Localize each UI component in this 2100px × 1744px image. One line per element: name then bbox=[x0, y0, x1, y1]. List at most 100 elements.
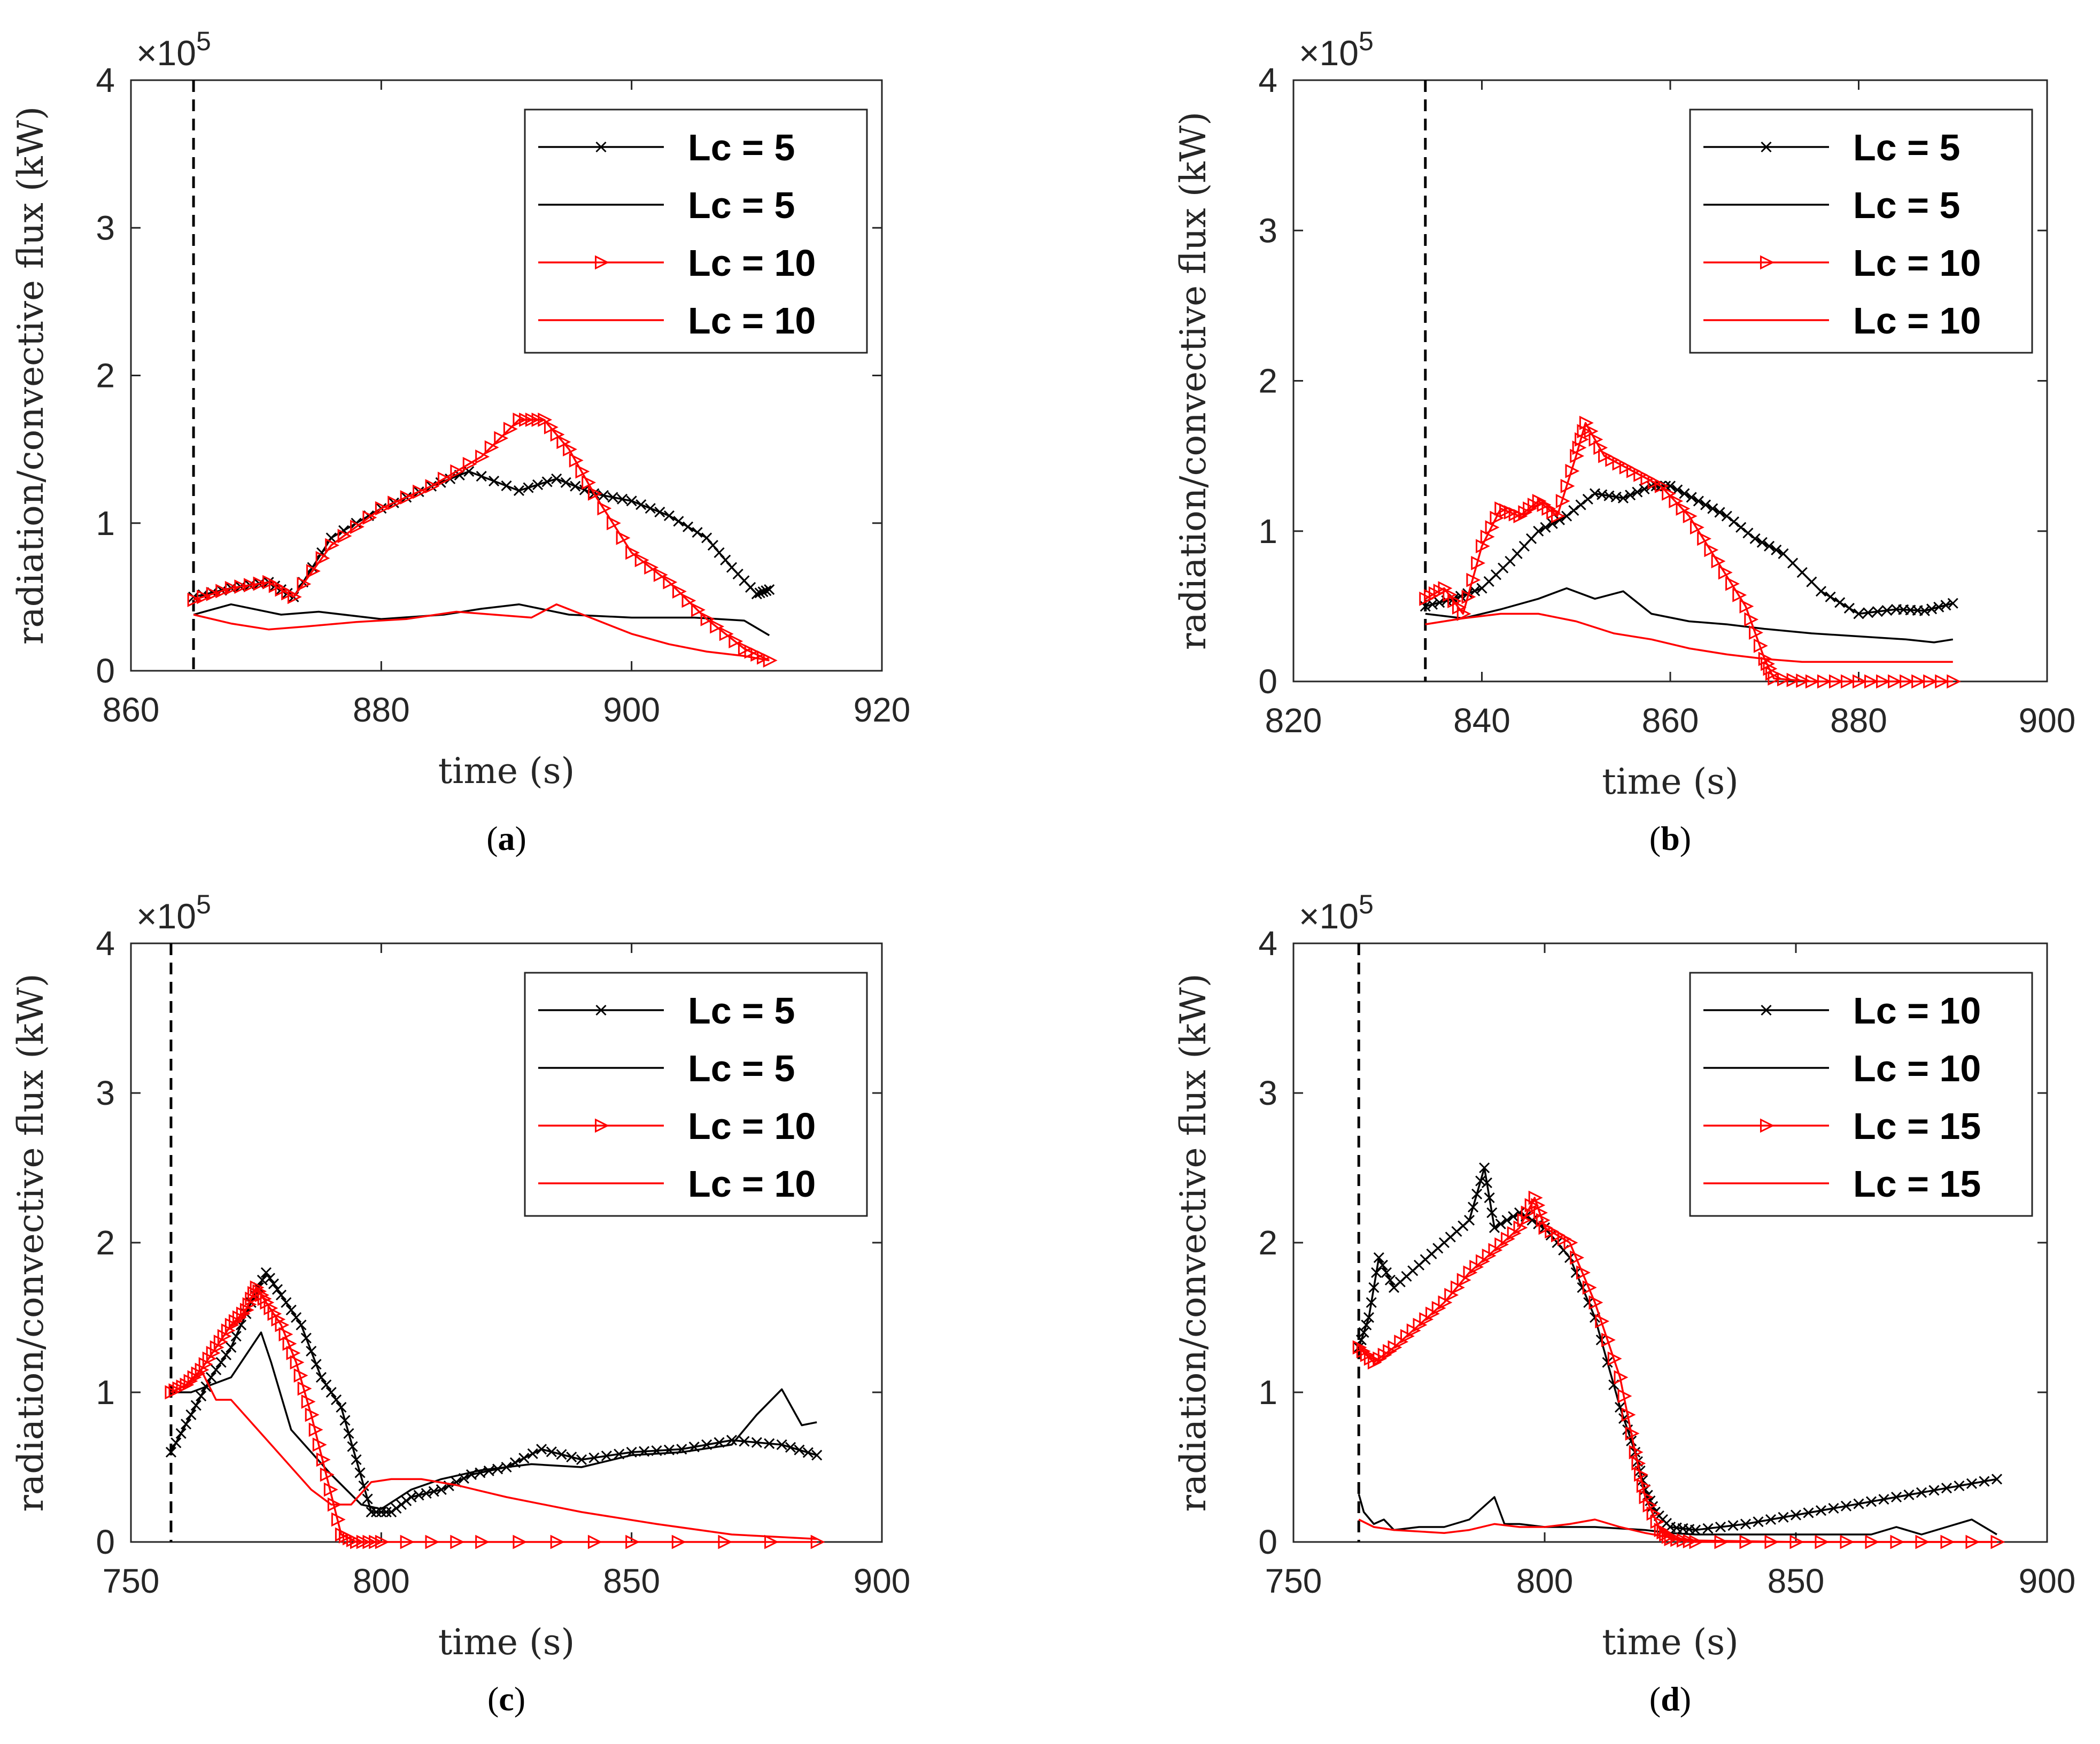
series-line-1 bbox=[193, 603, 770, 637]
y-tick-label: 3 bbox=[96, 1074, 115, 1112]
triangle-marker bbox=[719, 626, 734, 641]
triangle-marker bbox=[1367, 1355, 1382, 1370]
x-marker bbox=[1577, 1282, 1588, 1293]
x-marker bbox=[501, 480, 512, 492]
x-marker bbox=[272, 1284, 283, 1295]
chart-panel-b: 820 840 860 880 900 0 1 2 3 4 ×105 time (s) radiatio… bbox=[1173, 26, 2075, 857]
x-marker bbox=[1561, 510, 1572, 522]
x-marker bbox=[1815, 1505, 1827, 1516]
triangle-marker bbox=[1490, 510, 1505, 525]
x-marker bbox=[1728, 516, 1740, 528]
triangle-marker bbox=[1633, 467, 1648, 482]
triangle-marker bbox=[1595, 1314, 1610, 1329]
legend-label-2: Lc = 10 bbox=[1853, 242, 1981, 284]
x-marker bbox=[1940, 600, 1951, 611]
x-marker bbox=[636, 499, 647, 510]
x-marker bbox=[527, 1448, 538, 1459]
triangle-marker bbox=[484, 440, 499, 455]
x-marker bbox=[1763, 540, 1775, 552]
x-marker bbox=[268, 1278, 280, 1290]
x-marker bbox=[230, 1330, 242, 1342]
x-marker bbox=[1434, 597, 1445, 608]
triangle-marker bbox=[308, 1422, 323, 1437]
triangle-marker bbox=[1605, 452, 1620, 467]
triangle-marker bbox=[1373, 1351, 1388, 1366]
x-tick-label: 860 bbox=[1642, 701, 1699, 740]
x-marker bbox=[645, 503, 656, 514]
triangle-marker bbox=[1617, 1389, 1632, 1404]
x-marker bbox=[598, 490, 609, 501]
legend-box bbox=[1689, 972, 2033, 1217]
x-marker bbox=[1881, 605, 1893, 616]
triangle-marker bbox=[1923, 674, 1938, 689]
triangle-marker bbox=[1711, 554, 1726, 569]
x-marker bbox=[1583, 1297, 1594, 1308]
x-marker bbox=[1484, 1192, 1495, 1204]
chart-panel-d: 750 800 850 900 0 1 2 3 4 ×105 time (s) radiation/c… bbox=[1173, 889, 2075, 1718]
triangle-marker bbox=[1471, 556, 1486, 570]
triangle-marker bbox=[1577, 424, 1592, 439]
y-axis-label: radiation/convective flux (kW) bbox=[1173, 112, 1214, 650]
legend-label-2: Lc = 15 bbox=[1853, 1105, 1981, 1147]
triangle-marker bbox=[306, 564, 321, 578]
legend: Lc = 5 Lc = 5 Lc = 10 Lc = 10 bbox=[1689, 108, 2033, 354]
x-marker bbox=[1366, 1297, 1377, 1308]
triangle-marker bbox=[1619, 460, 1634, 475]
triangle-marker bbox=[215, 584, 230, 599]
x-marker bbox=[1853, 1498, 1864, 1509]
triangle-marker bbox=[550, 1534, 565, 1549]
x-tick-label: 920 bbox=[854, 691, 911, 729]
x-marker bbox=[321, 1379, 332, 1391]
x-marker bbox=[1778, 548, 1789, 560]
triangle-marker bbox=[1466, 572, 1481, 587]
triangle-marker bbox=[653, 568, 668, 582]
x-marker bbox=[281, 1297, 292, 1308]
legend-box bbox=[524, 108, 868, 354]
triangle-marker bbox=[1636, 1478, 1651, 1493]
x-marker bbox=[1467, 1202, 1479, 1213]
x-marker bbox=[264, 1273, 275, 1284]
x-marker bbox=[347, 1441, 358, 1452]
x-marker bbox=[1941, 1483, 1952, 1494]
x-marker bbox=[339, 1415, 351, 1426]
x-marker bbox=[1916, 1487, 1927, 1498]
x-marker bbox=[1803, 1507, 1814, 1518]
axis-exponent: ×105 bbox=[136, 26, 211, 73]
x-marker bbox=[1778, 1512, 1789, 1523]
triangle-marker bbox=[1805, 674, 1820, 689]
x-axis-label: time (s) bbox=[438, 1622, 575, 1663]
x-marker bbox=[751, 588, 762, 600]
triangle-marker bbox=[282, 1336, 297, 1351]
panel-caption: (b) bbox=[1649, 819, 1691, 857]
legend: Lc = 5 Lc = 5 Lc = 10 Lc = 10 bbox=[524, 108, 868, 354]
legend-label-1: Lc = 10 bbox=[1853, 1048, 1981, 1089]
triangle-marker bbox=[187, 1370, 202, 1385]
triangle-marker bbox=[255, 1288, 269, 1303]
triangle-marker bbox=[1555, 494, 1570, 508]
x-marker bbox=[358, 1480, 369, 1492]
triangle-marker bbox=[1765, 666, 1780, 681]
triangle-marker bbox=[1634, 1467, 1648, 1482]
x-tick-label: 850 bbox=[1768, 1562, 1825, 1600]
x-marker bbox=[1796, 567, 1808, 578]
y-axis-label: radiation/convective flux (kW) bbox=[10, 106, 51, 645]
x-marker bbox=[1363, 1312, 1375, 1323]
x-marker bbox=[1371, 1267, 1382, 1278]
legend-label-0: Lc = 5 bbox=[688, 990, 795, 1032]
triangle-marker bbox=[1565, 463, 1580, 478]
series-line-2 bbox=[1358, 1197, 1997, 1543]
triangle-marker bbox=[1763, 661, 1778, 676]
triangle-marker bbox=[1753, 638, 1768, 653]
x-marker bbox=[185, 1409, 197, 1421]
x-marker bbox=[1840, 1500, 1852, 1512]
triangle-marker bbox=[260, 1295, 275, 1310]
x-marker bbox=[1595, 1334, 1607, 1346]
triangle-marker bbox=[1947, 674, 1962, 689]
legend-triangle-marker bbox=[595, 255, 609, 270]
triangle-marker bbox=[210, 1340, 224, 1355]
x-marker bbox=[1700, 499, 1711, 510]
triangle-marker bbox=[1612, 456, 1627, 471]
x-marker bbox=[1933, 601, 1944, 613]
triangle-marker bbox=[315, 551, 330, 565]
